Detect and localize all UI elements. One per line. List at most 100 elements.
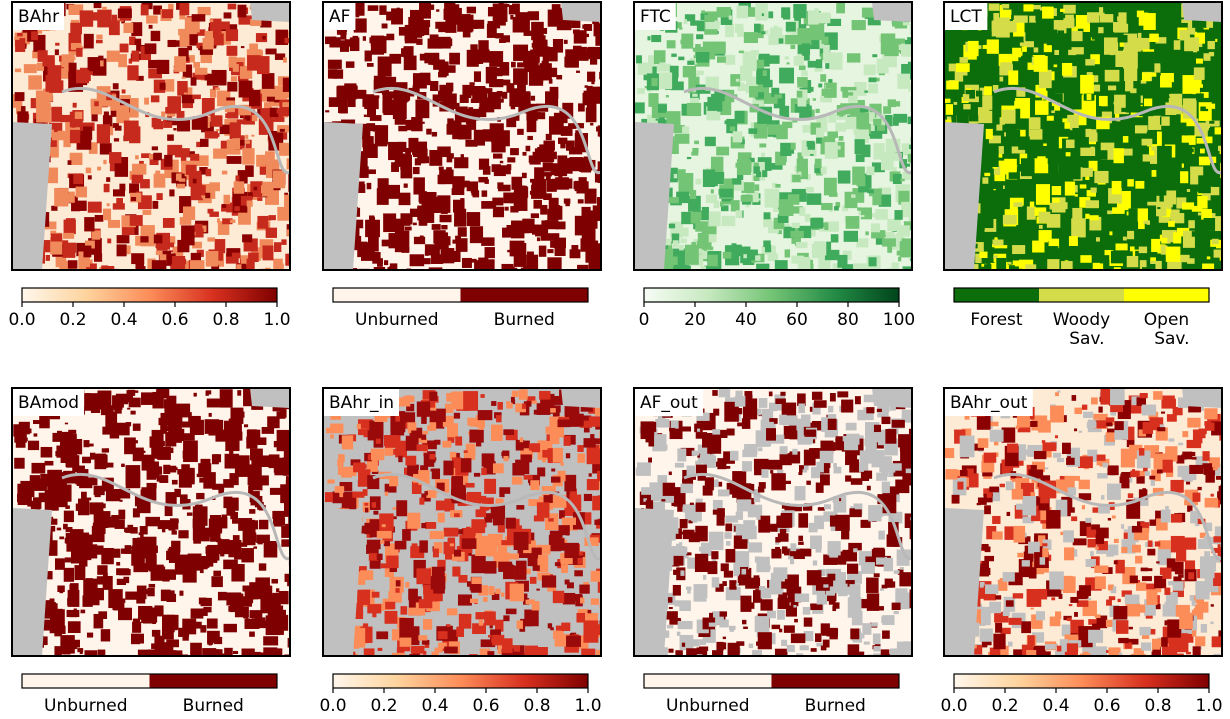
map-patch [207,237,215,241]
map-patch [687,157,691,159]
map-patch [866,578,879,593]
map-patch [181,225,195,245]
map-patch [405,120,413,130]
map-patch [450,543,454,546]
map-patch [725,516,738,523]
map-patch [342,435,353,449]
map-patch [286,476,297,488]
map-patch [753,590,762,603]
map-patch [894,611,899,614]
map-patch [28,441,39,450]
map-patch [492,143,497,150]
map-patch [151,95,159,102]
map-patch [147,483,157,488]
panel: FTC020406080100 [634,2,925,330]
map-patch [781,513,792,528]
map-patch [820,451,834,463]
map-patch [385,492,388,496]
map-patch [73,549,83,563]
map-patch [682,426,691,431]
map-patch [892,420,905,428]
map-patch [565,580,570,585]
map-patch [484,611,496,625]
map-patch [104,111,109,115]
map-patch [65,515,70,520]
map-patch [1118,35,1128,42]
tick-label: 0.4 [110,310,137,330]
map-patch [1060,9,1065,12]
map-patch [493,463,504,473]
map-patch [867,189,873,193]
panel: BAhr0.00.20.40.60.81.0 [8,2,303,330]
map-patch [1036,184,1050,205]
map [634,2,925,284]
map-patch [15,69,21,73]
map-patch [516,505,524,510]
map-patch [816,462,824,473]
map-patch [158,520,171,529]
category-label: Burned [494,310,555,330]
map-patch [758,447,762,451]
map-patch [73,103,77,108]
map-patch [542,458,546,463]
map-patch [196,187,202,193]
map-patch [1100,255,1109,263]
map [12,388,305,671]
map-patch [134,440,138,443]
map-patch [195,68,207,75]
map-patch [481,468,486,475]
map-patch [371,41,380,46]
map-patch [1066,152,1071,156]
map-patch [167,631,172,635]
map-patch [261,455,269,467]
map-patch [1198,242,1204,246]
map-patch [470,599,478,603]
map-patch [1208,41,1215,49]
map-patch [1198,212,1201,215]
map-patch [725,55,735,65]
map-patch [547,249,553,253]
map-patch [481,201,496,209]
map-patch [554,113,564,127]
map-patch [845,192,858,208]
map-patch [959,57,967,63]
map-patch [1214,250,1222,258]
map-patch [89,444,94,447]
map-patch [1127,231,1134,239]
map-patch [709,234,717,242]
map-patch [703,575,706,580]
map-patch [191,77,197,85]
label-line: Woody [1053,310,1110,330]
map-patch [116,198,123,207]
map-patch [479,427,484,430]
map-patch [579,585,589,594]
map-patch [841,400,853,413]
map-patch [419,194,428,204]
map-patch [897,251,901,256]
map-patch [65,538,69,544]
map-patch [338,454,345,462]
map-patch [828,406,833,413]
map-patch [97,576,104,584]
map-patch [723,637,726,639]
no-data [250,388,290,408]
tick-label: 0.2 [59,310,86,330]
map-patch [290,585,301,592]
map-patch [407,422,416,430]
map-patch [743,627,748,629]
map-patch [748,128,757,134]
map-patch [117,235,130,243]
map-patch [233,535,240,540]
map-patch [869,257,877,266]
map-patch [883,106,891,114]
map-patch [583,225,587,230]
map-patch [845,475,851,481]
map-patch [510,584,524,602]
map-patch [34,433,38,436]
map-patch [419,258,430,264]
map-patch [899,74,910,86]
map-patch [1080,184,1087,188]
map-patch [864,395,874,403]
map-patch [106,177,110,182]
map-patch [1114,148,1124,163]
